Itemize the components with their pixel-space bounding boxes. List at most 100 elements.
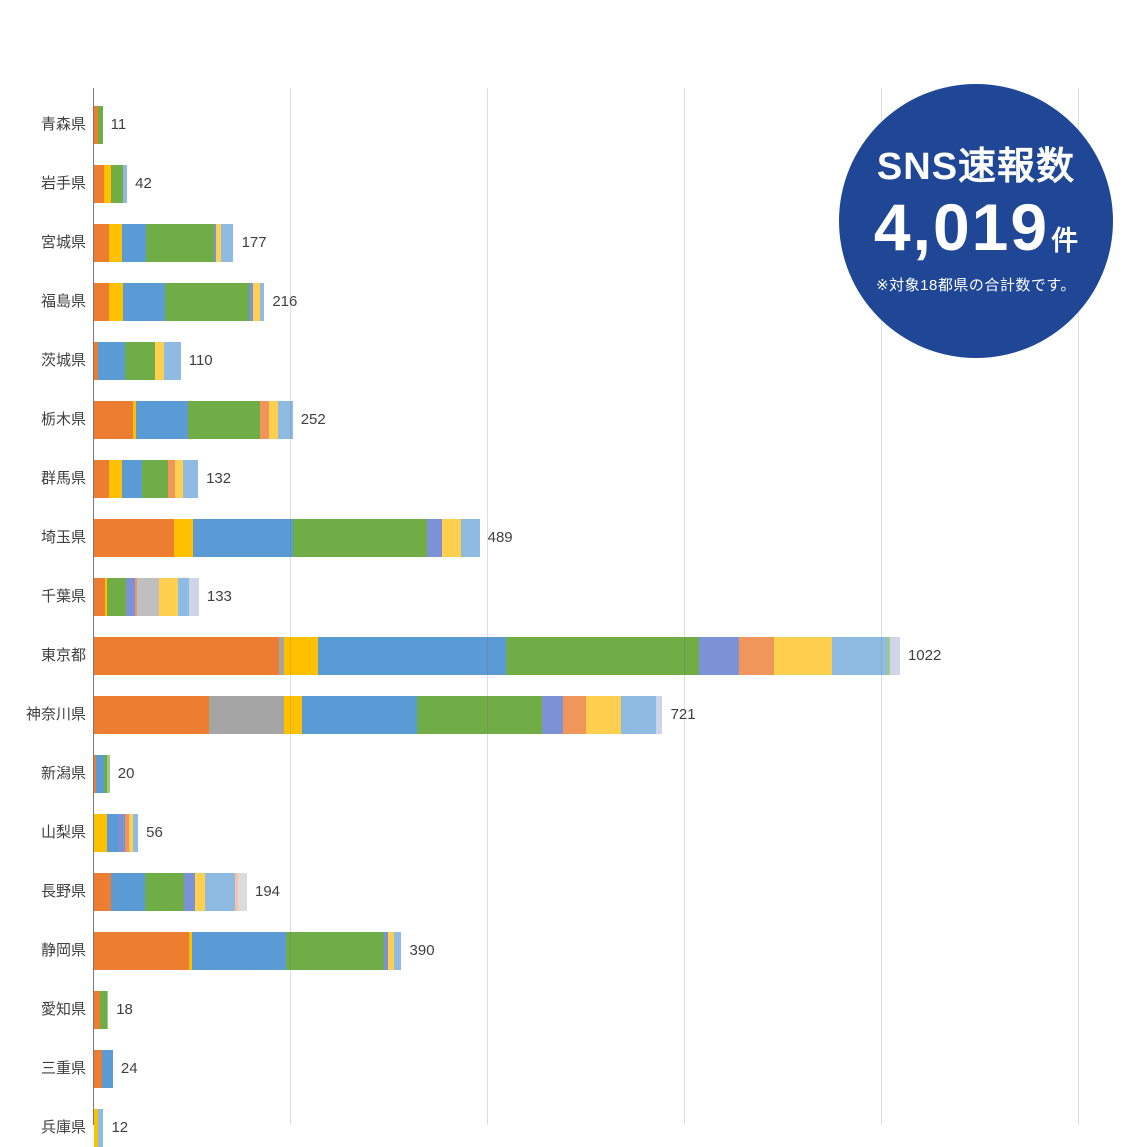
stacked-bar bbox=[94, 1050, 113, 1088]
value-label: 11 bbox=[110, 116, 127, 133]
bar-segment-skyblue bbox=[832, 637, 888, 675]
bar-segment-gray bbox=[209, 696, 284, 734]
bar-segment-blue bbox=[193, 519, 294, 557]
bar-segment-skyblue bbox=[123, 165, 128, 203]
bar-segment-lightgold bbox=[216, 224, 221, 262]
bar-segment-salmon bbox=[124, 814, 129, 852]
bar-segment-skyblue bbox=[183, 460, 199, 498]
bar-segment-green bbox=[97, 106, 103, 144]
prefecture-label: 神奈川県 bbox=[25, 706, 86, 723]
prefecture-label: 福島県 bbox=[40, 293, 86, 310]
value-label: 56 bbox=[146, 824, 163, 841]
gridline bbox=[487, 88, 488, 1125]
bar-segment-lightgold bbox=[441, 519, 462, 557]
value-label: 110 bbox=[188, 352, 213, 369]
bar-segment-lightgold bbox=[585, 696, 622, 734]
stacked-bar bbox=[94, 224, 234, 262]
bar-segment-lightgreen bbox=[106, 991, 109, 1029]
bar-segment-skyblue bbox=[621, 696, 657, 734]
bar-segment-palesalmon bbox=[235, 873, 239, 911]
bar-segment-green bbox=[125, 342, 156, 380]
bar-segment-blue bbox=[136, 401, 188, 439]
value-label: 20 bbox=[117, 765, 135, 782]
value-label: 24 bbox=[120, 1060, 138, 1077]
bar-segment-orange bbox=[94, 755, 97, 793]
stacked-bar bbox=[94, 283, 265, 321]
bar-segment-orange bbox=[94, 873, 112, 911]
bar-segment-gold bbox=[109, 460, 122, 498]
bar-segment-green bbox=[145, 224, 214, 262]
bar-segment-orange bbox=[94, 165, 105, 203]
bar-segment-gold bbox=[94, 814, 107, 852]
bar-segment-green bbox=[293, 519, 427, 557]
bar-segment-gold bbox=[283, 637, 318, 675]
bar-segment-blue bbox=[123, 283, 165, 321]
bar-segment-salmon bbox=[134, 578, 138, 616]
bar-segment-periwinkle bbox=[249, 283, 254, 321]
bar-segment-orange bbox=[94, 1050, 102, 1088]
bar-segment-orange bbox=[94, 991, 101, 1029]
bar-segment-orange bbox=[94, 342, 98, 380]
bar-segment-blue bbox=[317, 637, 507, 675]
stacked-bar bbox=[94, 460, 199, 498]
bar-segment-lightgold bbox=[159, 578, 179, 616]
stacked-bar bbox=[94, 696, 663, 734]
bar-row: 埼玉県 489 bbox=[0, 519, 1125, 557]
prefecture-label: 愛知県 bbox=[40, 1001, 86, 1018]
bar-segment-lightgold bbox=[253, 283, 260, 321]
bar-segment-salmon bbox=[738, 637, 774, 675]
bar-segment-green bbox=[164, 283, 250, 321]
prefecture-label: 宮城県 bbox=[40, 234, 86, 251]
value-label: 132 bbox=[206, 470, 232, 487]
bar-segment-blue bbox=[101, 1050, 113, 1088]
bar-segment-gray bbox=[279, 637, 284, 675]
bar-row: 静岡県 390 bbox=[0, 932, 1125, 970]
bar-row: 三重県 24 bbox=[0, 1050, 1125, 1088]
bar-segment-blue bbox=[111, 873, 146, 911]
bar-segment-orange bbox=[94, 460, 109, 498]
bar-segment-lavender bbox=[890, 637, 900, 675]
bar-segment-lightgold bbox=[128, 814, 134, 852]
prefecture-label: 青森県 bbox=[40, 116, 86, 133]
bar-segment-lavender bbox=[189, 578, 199, 616]
bar-segment-orange bbox=[94, 283, 109, 321]
bar-segment-blue bbox=[302, 696, 418, 734]
sns-total-badge: SNS速報数 4,019 件 ※対象18都県の合計数です。 bbox=[839, 84, 1113, 358]
stacked-bar bbox=[94, 873, 247, 911]
bar-segment-blue bbox=[96, 755, 105, 793]
bar-segment-periwinkle bbox=[698, 637, 739, 675]
stacked-bar bbox=[94, 814, 138, 852]
bar-segment-skyblue bbox=[220, 224, 234, 262]
bar-segment-gold bbox=[109, 224, 122, 262]
stacked-bar bbox=[94, 991, 109, 1029]
prefecture-label: 兵庫県 bbox=[40, 1119, 86, 1136]
bar-segment-skyblue bbox=[178, 578, 190, 616]
value-label: 252 bbox=[300, 411, 326, 428]
bar-segment-gold bbox=[109, 283, 124, 321]
bar-segment-salmon bbox=[260, 401, 270, 439]
bar-segment-gold bbox=[104, 165, 111, 203]
bar-row: 群馬県 132 bbox=[0, 460, 1125, 498]
bar-segment-blue bbox=[121, 460, 143, 498]
bar-segment-green bbox=[142, 460, 169, 498]
value-label: 177 bbox=[241, 234, 267, 251]
value-label: 18 bbox=[116, 1001, 133, 1018]
bar-segment-periwinkle bbox=[426, 519, 442, 557]
bar-segment-lightgold bbox=[387, 932, 395, 970]
value-label: 721 bbox=[670, 706, 696, 723]
bar-segment-orange bbox=[94, 106, 98, 144]
bar-segment-lavender bbox=[656, 696, 663, 734]
prefecture-label: 千葉県 bbox=[40, 588, 86, 605]
value-label: 390 bbox=[409, 942, 435, 959]
value-label: 489 bbox=[487, 529, 513, 546]
bar-row: 福島県 216 bbox=[0, 283, 1125, 321]
bar-segment-periwinkle bbox=[213, 224, 217, 262]
value-label: 216 bbox=[272, 293, 298, 310]
bar-segment-lightgold bbox=[155, 342, 165, 380]
bar-row: 新潟県 20 bbox=[0, 755, 1125, 793]
bar-segment-periwinkle bbox=[541, 696, 564, 734]
value-label: 12 bbox=[111, 1119, 129, 1136]
stacked-bar bbox=[94, 165, 128, 203]
bar-segment-lightgold bbox=[269, 401, 278, 439]
